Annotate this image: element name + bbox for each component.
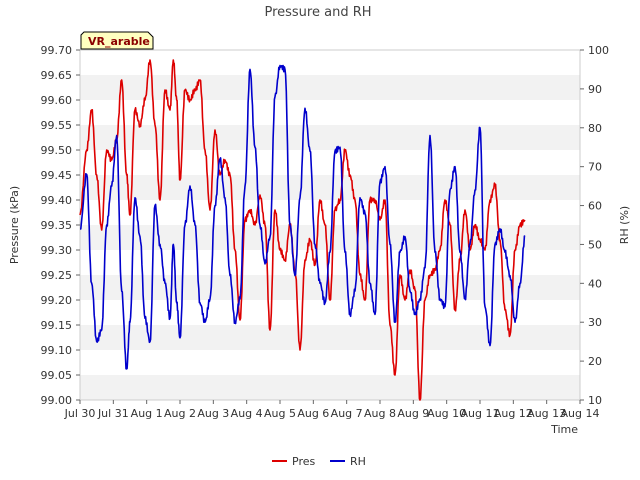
grid-band — [80, 375, 580, 400]
legend: Pres RH — [272, 455, 366, 468]
left-tick-label: 99.70 — [41, 44, 73, 57]
x-axis: Jul 30 Jul 31 Aug 1 Aug 2 Aug 3 Aug 4 Aug 5 Aug… — [64, 400, 600, 420]
x-tick-label: Jul 31 — [97, 407, 129, 420]
right-tick-label: 20 — [588, 355, 602, 368]
left-tick-label: 99.40 — [41, 194, 73, 207]
left-axis-label: Pressure (kPa) — [8, 186, 21, 264]
series-line-rh — [80, 64, 526, 370]
chart-title: Pressure and RH — [264, 5, 371, 20]
left-tick-label: 99.00 — [41, 394, 73, 407]
left-tick-label: 99.35 — [41, 219, 73, 232]
x-tick-label: Aug 9 — [397, 407, 429, 420]
right-tick-label: 90 — [588, 83, 602, 96]
x-tick-label: Aug 8 — [364, 407, 396, 420]
left-tick-label: 99.65 — [41, 69, 73, 82]
right-tick-label: 10 — [588, 394, 602, 407]
series-layer — [79, 59, 526, 401]
x-tick-label: Aug 13 — [527, 407, 566, 420]
x-tick-label: Jul 30 — [64, 407, 96, 420]
right-tick-label: 60 — [588, 200, 602, 213]
annotation-box: VR_arable — [80, 31, 154, 50]
left-tick-label: 99.30 — [41, 244, 73, 257]
grid-band — [80, 175, 580, 200]
x-tick-label: Aug 12 — [494, 407, 533, 420]
left-tick-label: 99.60 — [41, 94, 73, 107]
grid-band — [80, 75, 580, 100]
x-axis-label: Time — [550, 423, 578, 436]
x-tick-label: Aug 3 — [197, 407, 229, 420]
right-tick-label: 40 — [588, 277, 602, 290]
annotation-label: VR_arable — [88, 35, 150, 48]
left-tick-label: 99.25 — [41, 269, 73, 282]
annotation-box-shape — [80, 31, 154, 50]
right-tick-label: 80 — [588, 122, 602, 135]
left-axis: 99.00 99.05 99.10 99.15 99.20 99.25 99.30 99.35… — [41, 44, 80, 407]
grid-band — [80, 325, 580, 350]
series-line-pres — [79, 59, 526, 401]
legend-pres-label: Pres — [292, 455, 315, 468]
x-tick-label: Aug 2 — [164, 407, 196, 420]
legend-rh-label: RH — [350, 455, 366, 468]
left-tick-label: 99.50 — [41, 144, 73, 157]
x-tick-label: Aug 4 — [231, 407, 263, 420]
left-tick-label: 99.10 — [41, 344, 73, 357]
x-tick-label: Aug 6 — [297, 407, 329, 420]
left-tick-label: 99.45 — [41, 169, 73, 182]
x-tick-label: Aug 11 — [461, 407, 500, 420]
x-tick-label: Aug 1 — [131, 407, 163, 420]
right-tick-label: 30 — [588, 316, 602, 329]
right-tick-label: 100 — [588, 44, 609, 57]
x-tick-label: Aug 7 — [331, 407, 363, 420]
right-axis: 10 20 30 40 50 60 70 80 90 100 — [580, 44, 609, 407]
left-tick-label: 99.15 — [41, 319, 73, 332]
left-tick-label: 99.20 — [41, 294, 73, 307]
left-tick-label: 99.55 — [41, 119, 73, 132]
right-axis-label: RH (%) — [618, 206, 631, 244]
left-tick-label: 99.05 — [41, 369, 73, 382]
x-tick-label: Aug 10 — [427, 407, 466, 420]
x-tick-label: Aug 14 — [561, 407, 600, 420]
right-tick-label: 50 — [588, 238, 602, 251]
grid-bands — [80, 75, 580, 400]
x-tick-label: Aug 5 — [264, 407, 296, 420]
right-tick-label: 70 — [588, 161, 602, 174]
